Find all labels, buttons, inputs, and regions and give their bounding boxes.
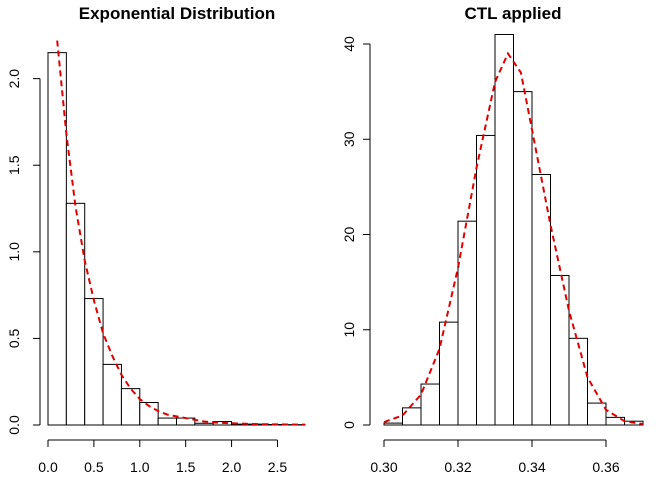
histogram-bar — [102, 363, 122, 426]
x-tick-label: 0.30 — [370, 459, 397, 475]
x-tick-label: 0.32 — [444, 459, 471, 475]
histogram-bar — [383, 422, 403, 426]
x-tick-label: 0.5 — [84, 459, 104, 475]
histogram-bar — [476, 134, 496, 426]
histogram-bar — [176, 417, 196, 426]
x-tick-label: 0.36 — [592, 459, 619, 475]
histogram-bar — [84, 298, 104, 426]
density-curve — [56, 40, 306, 426]
histogram-bar — [65, 202, 86, 426]
density-curve — [383, 51, 644, 426]
x-tick-label: 2.0 — [222, 459, 242, 475]
histogram-bar — [120, 388, 141, 426]
histogram-bar — [568, 337, 588, 426]
y-tick-label: 0 — [341, 421, 357, 429]
x-tick-label: 1.0 — [130, 459, 150, 475]
ctl-applied-panel: CTL applied 0.30 0.32 0.34 0.36 0 10 20 30 40 — [341, 4, 644, 475]
histogram-bar — [402, 407, 422, 426]
histogram-bar — [587, 402, 607, 426]
histogram-bar — [139, 401, 159, 426]
chart-title: CTL applied — [465, 4, 562, 23]
histogram-bar — [457, 220, 477, 426]
histogram-bar — [439, 321, 459, 426]
chart-title: Exponential Distribution — [79, 4, 275, 23]
histogram-bar — [194, 422, 214, 426]
histogram-bar — [47, 52, 67, 426]
y-tick-label: 20 — [341, 227, 357, 243]
y-tick-label: 1.0 — [6, 242, 22, 262]
histogram-bar — [513, 91, 533, 426]
x-tick-label: 0.0 — [38, 459, 58, 475]
histogram-bar — [494, 33, 514, 426]
y-tick-label: 0.0 — [6, 415, 22, 435]
x-tick-label: 1.5 — [176, 459, 196, 475]
y-tick-label: 10 — [341, 322, 357, 338]
y-tick-label: 2.0 — [6, 69, 22, 89]
y-tick-label: 0.5 — [6, 328, 22, 348]
histogram-bar — [157, 417, 177, 426]
exponential-distribution-panel: Exponential Distribution 0.0 0.5 1.0 1.5 2.0… — [6, 4, 306, 475]
y-tick-label: 40 — [341, 36, 357, 52]
y-tick-label: 1.5 — [6, 155, 22, 175]
x-tick-label: 0.34 — [518, 459, 545, 475]
x-tick-label: 2.5 — [268, 459, 288, 475]
y-tick-label: 30 — [341, 131, 357, 147]
